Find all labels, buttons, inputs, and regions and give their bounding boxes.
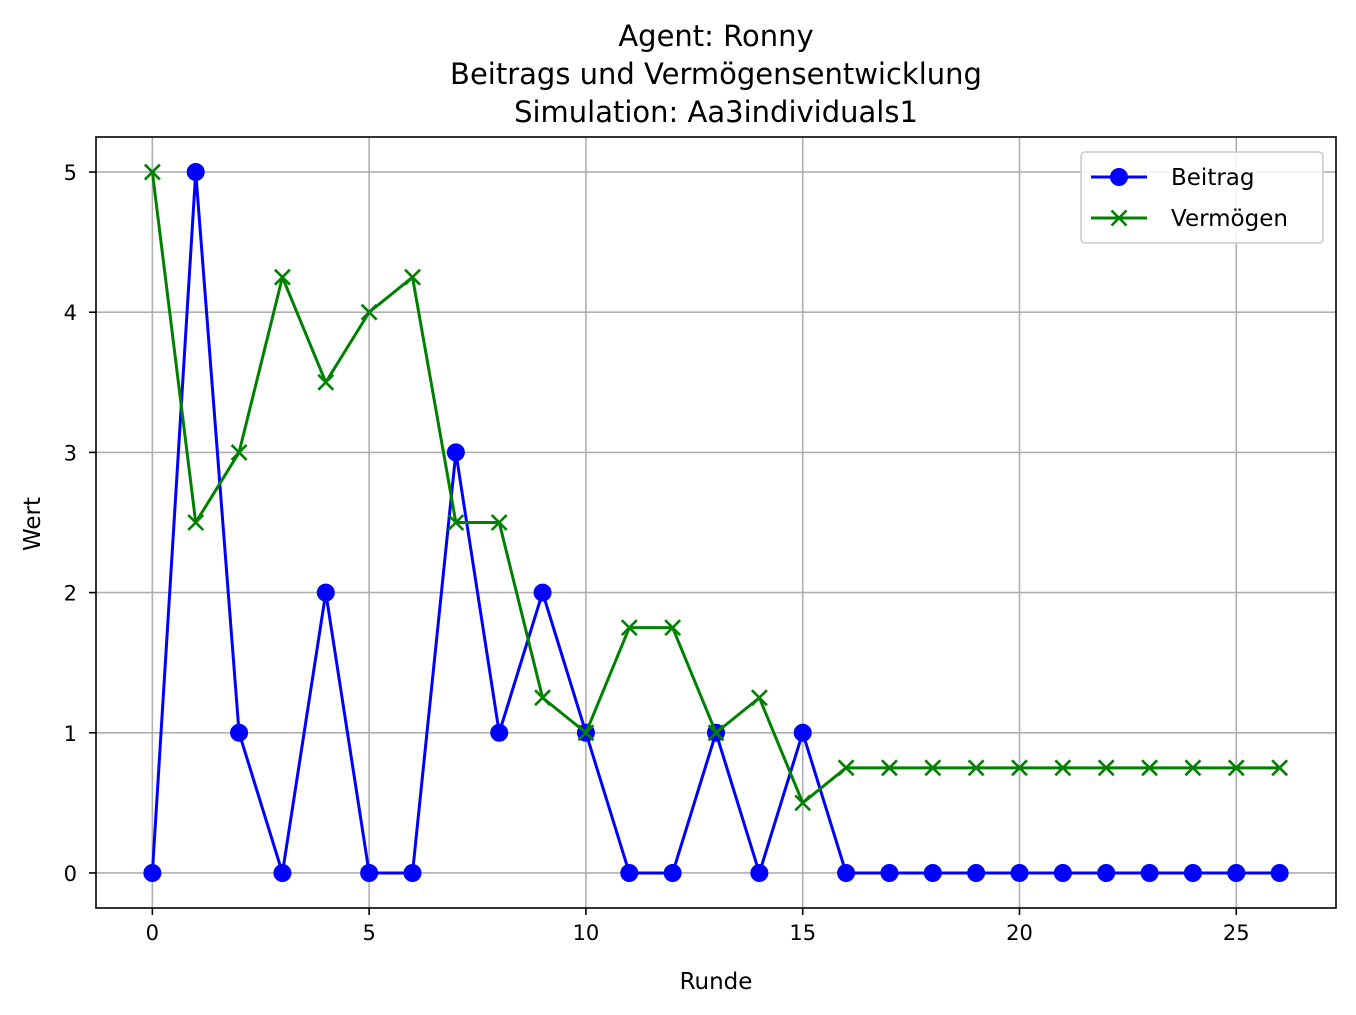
x-tick-label: 5: [362, 921, 375, 945]
y-tick-label: 1: [64, 722, 77, 746]
data-point: [187, 514, 205, 531]
series-1: [143, 163, 1289, 812]
plot-area: [143, 163, 1289, 882]
data-point: [1183, 863, 1202, 882]
series-0: [143, 163, 1289, 882]
legend-item: Beitrag: [1091, 165, 1255, 191]
legend-item: Vermögen: [1091, 206, 1288, 232]
x-tick-label: 10: [573, 921, 600, 945]
data-point: [1271, 759, 1289, 777]
x-tick-label: 0: [146, 921, 159, 945]
data-point: [1097, 759, 1115, 777]
data-point: [664, 619, 682, 637]
data-point: [186, 163, 205, 182]
data-point: [1227, 759, 1245, 777]
data-point: [793, 723, 812, 742]
legend-box: [1080, 151, 1324, 244]
data-point: [837, 759, 855, 777]
data-point: [533, 583, 552, 602]
y-tick-label: 4: [64, 301, 77, 325]
legend-label: Vermögen: [1171, 206, 1288, 232]
data-point: [881, 759, 898, 777]
data-point: [880, 863, 899, 882]
x-tick-label: 20: [1006, 921, 1033, 945]
data-point: [273, 863, 292, 882]
data-point: [967, 863, 986, 882]
data-point: [1054, 759, 1072, 777]
data-point: [1011, 759, 1028, 777]
data-point: [1010, 863, 1029, 882]
data-point: [274, 268, 291, 286]
data-point: [750, 863, 769, 882]
x-tick-label: 25: [1223, 921, 1250, 945]
data-point: [1097, 863, 1116, 882]
axis-ticks: 0 5 10 15 20 25 0 1 2 3 4 5: [64, 161, 1250, 945]
data-point: [577, 724, 595, 742]
data-point: [534, 689, 551, 707]
data-point: [923, 863, 942, 882]
data-point: [490, 723, 509, 742]
y-tick-label: 0: [64, 862, 77, 886]
title-line-2: Beitrags und Vermögensentwicklung: [450, 57, 982, 91]
data-point: [360, 303, 378, 321]
data-point: [490, 514, 508, 531]
data-point: [143, 863, 162, 882]
legend-marker: [1110, 209, 1128, 227]
title-line-3: Simulation: Aa3individuals1: [514, 95, 918, 129]
chart-title: Agent: Ronny Beitrags und Vermögensentwi…: [450, 19, 982, 129]
data-point: [707, 724, 725, 742]
data-point: [446, 443, 465, 462]
data-point: [967, 759, 985, 777]
data-point: [1270, 863, 1289, 882]
y-axis-label: Wert: [20, 497, 46, 551]
data-point: [230, 443, 248, 461]
data-point: [620, 619, 638, 637]
series-line: [150, 171, 1280, 805]
x-axis-label: Runde: [680, 969, 753, 995]
data-point: [317, 373, 335, 391]
data-point: [1053, 863, 1072, 882]
data-point: [1141, 759, 1158, 777]
plot-frame: [95, 136, 1337, 909]
data-point: [924, 759, 942, 777]
legend: Beitrag Vermögen: [1080, 151, 1324, 244]
data-point: [794, 794, 812, 812]
x-tick-label: 15: [789, 921, 816, 945]
title-line-1: Agent: Ronny: [618, 19, 813, 53]
data-point: [1227, 863, 1246, 882]
y-tick-label: 5: [64, 161, 77, 185]
data-point: [447, 514, 465, 531]
data-point: [663, 863, 682, 882]
data-point: [837, 863, 856, 882]
data-point: [620, 863, 639, 882]
data-point: [360, 863, 379, 882]
y-tick-label: 3: [64, 441, 77, 465]
legend-label: Beitrag: [1171, 165, 1255, 191]
data-point: [1184, 759, 1202, 777]
data-point: [230, 723, 249, 742]
y-tick-label: 2: [64, 582, 77, 606]
grid: [96, 137, 1336, 908]
data-point: [750, 689, 768, 707]
data-point: [143, 163, 161, 181]
data-point: [404, 268, 421, 286]
data-point: [403, 863, 422, 882]
legend-marker: [1110, 168, 1128, 186]
data-point: [1140, 863, 1159, 882]
data-point: [316, 583, 335, 602]
